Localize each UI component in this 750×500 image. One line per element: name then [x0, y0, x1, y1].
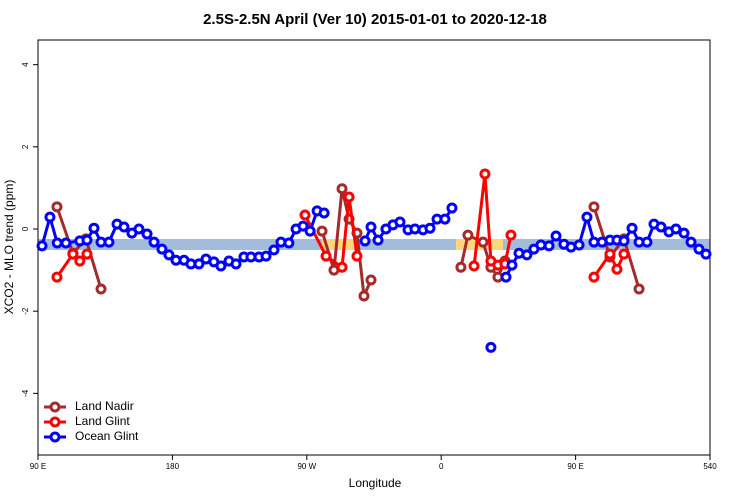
data-point	[446, 202, 458, 214]
data-point	[700, 248, 712, 260]
data-point	[268, 244, 280, 256]
x-tick-label: 180	[166, 462, 180, 471]
data-point	[479, 168, 491, 180]
data-point	[685, 236, 697, 248]
legend-marker	[49, 431, 61, 443]
x-tick-label: 540	[703, 462, 717, 471]
data-point	[439, 213, 451, 225]
data-point	[260, 250, 272, 262]
data-point	[60, 237, 72, 249]
data-point	[500, 271, 512, 283]
data-point	[193, 258, 205, 270]
x-tick-label: 0	[439, 462, 444, 471]
data-point	[67, 248, 79, 260]
data-point	[604, 248, 616, 260]
series-line	[472, 173, 513, 267]
data-point	[633, 283, 645, 295]
data-point	[485, 341, 497, 353]
reference-band	[38, 239, 710, 250]
data-point	[95, 283, 107, 295]
data-point	[670, 223, 682, 235]
data-point	[611, 263, 623, 275]
data-point	[618, 248, 630, 260]
data-point	[462, 229, 474, 241]
data-point	[693, 243, 705, 255]
y-tick-label: 2	[21, 144, 30, 149]
data-point	[133, 223, 145, 235]
data-point	[351, 250, 363, 262]
data-point	[283, 237, 295, 249]
data-point	[316, 225, 328, 237]
data-point	[51, 201, 63, 213]
data-point	[506, 259, 518, 271]
data-point	[550, 230, 562, 242]
data-point	[359, 235, 371, 247]
data-point	[468, 260, 480, 272]
legend-marker	[49, 416, 61, 428]
data-point	[626, 222, 638, 234]
data-point	[573, 239, 585, 251]
data-point	[74, 255, 86, 267]
data-point	[505, 229, 517, 241]
data-point	[141, 228, 153, 240]
data-point	[320, 250, 332, 262]
y-tick-label: -4	[21, 389, 30, 397]
data-point	[336, 183, 348, 195]
data-point	[148, 236, 160, 248]
legend-marker	[49, 401, 61, 413]
data-point	[51, 237, 63, 249]
data-point	[641, 236, 653, 248]
data-point	[103, 236, 115, 248]
data-point	[36, 240, 48, 252]
data-point	[318, 207, 330, 219]
data-point	[336, 261, 348, 273]
x-tick-label: 90 W	[297, 462, 316, 471]
data-point	[44, 211, 56, 223]
data-point	[455, 261, 467, 273]
data-point	[543, 240, 555, 252]
data-point	[477, 236, 489, 248]
data-point	[588, 271, 600, 283]
y-axis-label: XCO2 - MLO trend (ppm)	[2, 180, 16, 315]
data-point	[394, 216, 406, 228]
data-point	[215, 260, 227, 272]
data-point	[365, 274, 377, 286]
data-point	[81, 234, 93, 246]
y-tick-label: -2	[21, 307, 30, 315]
data-point	[372, 234, 384, 246]
highlight-band	[322, 239, 358, 250]
data-point	[581, 211, 593, 223]
legend-label: Land Nadir	[75, 399, 134, 413]
series-line	[592, 206, 641, 290]
series-line	[592, 251, 626, 278]
data-point	[424, 222, 436, 234]
data-point	[156, 243, 168, 255]
legend-label: Land Glint	[75, 414, 130, 428]
data-point	[88, 222, 100, 234]
y-tick-label: 0	[21, 226, 30, 231]
data-point	[163, 249, 175, 261]
data-point	[358, 290, 370, 302]
data-point	[81, 248, 93, 260]
data-point	[118, 221, 130, 233]
x-tick-label: 90 E	[567, 462, 583, 471]
data-point	[304, 225, 316, 237]
chart-title: 2.5S-2.5N April (Ver 10) 2015-01-01 to 2…	[203, 11, 547, 28]
data-point	[655, 221, 667, 233]
data-point	[51, 271, 63, 283]
x-tick-label: 90 E	[30, 462, 46, 471]
data-point	[299, 209, 311, 221]
x-axis-label: Longitude	[349, 476, 402, 490]
data-point	[618, 235, 630, 247]
data-point	[297, 220, 309, 232]
legend-label: Ocean Glint	[75, 429, 139, 443]
data-point	[365, 221, 377, 233]
data-point	[678, 227, 690, 239]
data-point	[343, 191, 355, 203]
data-point	[230, 258, 242, 270]
y-tick-label: 4	[21, 62, 30, 67]
data-point	[521, 249, 533, 261]
data-point	[588, 201, 600, 213]
